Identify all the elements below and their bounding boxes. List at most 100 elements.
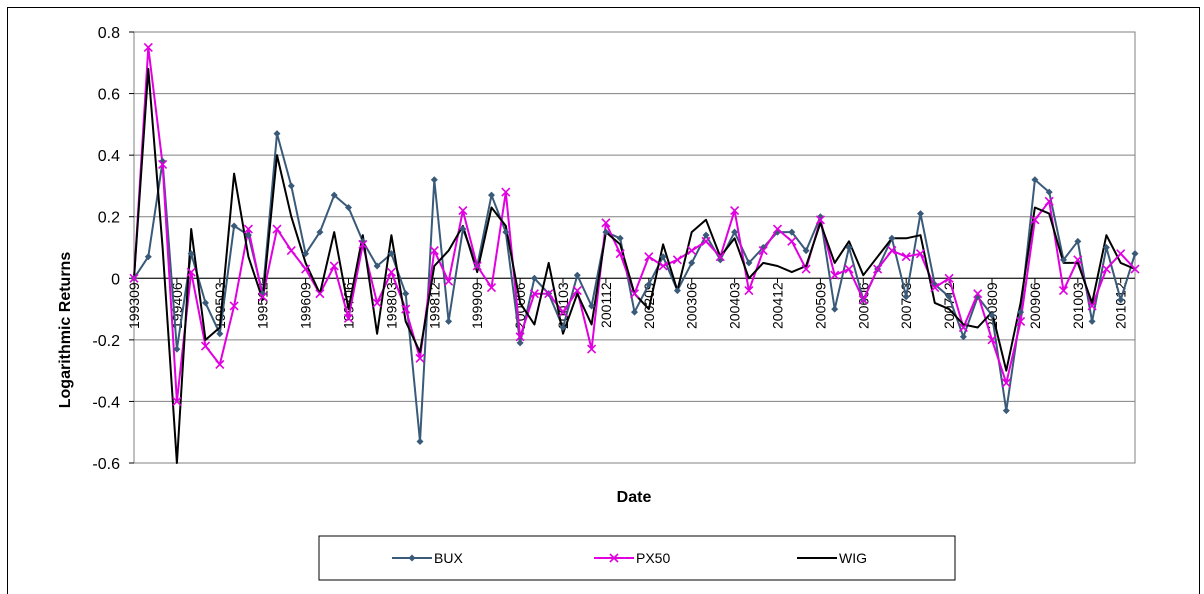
data-point-px50 xyxy=(973,289,983,299)
data-point-px50 xyxy=(615,249,625,259)
data-point-bux xyxy=(659,253,667,261)
data-point-px50 xyxy=(787,236,797,246)
data-point-bux xyxy=(802,247,810,255)
data-point-px50 xyxy=(386,267,396,277)
chart-area-border xyxy=(7,7,1200,594)
data-point-bux xyxy=(488,191,495,199)
legend-label-wig: WIG xyxy=(839,550,867,566)
data-point-bux xyxy=(459,225,467,233)
data-point-bux xyxy=(445,317,453,325)
data-point-px50 xyxy=(558,307,568,317)
data-point-px50 xyxy=(744,286,754,296)
data-point-px50 xyxy=(758,246,768,256)
data-point-px50 xyxy=(286,246,296,256)
data-point-px50 xyxy=(415,353,425,363)
gridlines xyxy=(134,31,1135,464)
data-point-bux xyxy=(273,130,281,138)
legend-label-px50: PX50 xyxy=(636,550,670,566)
y-axis-title: Logarithmic Returns xyxy=(57,252,74,409)
data-point-bux xyxy=(1017,308,1025,316)
data-point-bux xyxy=(187,250,195,258)
x-tick-label: 200509 xyxy=(812,282,828,329)
legend-marker-px50 xyxy=(609,553,619,563)
data-point-px50 xyxy=(472,261,482,271)
data-point-bux xyxy=(731,228,739,236)
data-point-px50 xyxy=(1116,249,1126,259)
data-point-bux xyxy=(688,259,696,267)
data-point-bux xyxy=(631,308,638,316)
x-tick-label: 199803 xyxy=(383,282,399,329)
data-point-px50 xyxy=(401,304,411,314)
data-point-px50 xyxy=(158,159,168,169)
data-point-bux xyxy=(302,250,310,258)
data-point-bux xyxy=(530,274,538,282)
series-line-wig xyxy=(133,67,1136,464)
x-tick-label: 201003 xyxy=(1070,282,1086,329)
data-point-bux xyxy=(1060,256,1067,264)
data-point-bux xyxy=(573,271,581,279)
data-point-bux xyxy=(287,182,295,190)
x-tick-label: 200306 xyxy=(684,282,700,329)
data-point-bux xyxy=(588,302,596,310)
data-point-px50 xyxy=(772,224,783,234)
data-point-bux xyxy=(430,176,438,184)
data-point-bux xyxy=(673,287,681,295)
data-point-px50 xyxy=(272,224,282,234)
legend-label-bux: BUX xyxy=(434,550,463,566)
data-point-px50 xyxy=(172,396,182,406)
data-point-px50 xyxy=(501,187,511,197)
data-point-px50 xyxy=(730,205,740,216)
data-point-px50 xyxy=(229,301,239,311)
data-point-px50 xyxy=(701,236,711,246)
data-point-px50 xyxy=(901,252,911,262)
data-point-px50 xyxy=(844,264,854,274)
data-point-px50 xyxy=(1073,255,1083,265)
x-axis-title: Date xyxy=(617,489,652,506)
data-point-bux xyxy=(330,191,338,199)
data-point-bux xyxy=(144,253,152,261)
data-point-px50 xyxy=(243,224,253,234)
data-point-px50 xyxy=(1058,286,1069,296)
data-point-bux xyxy=(845,244,853,251)
data-point-px50 xyxy=(572,286,582,296)
data-point-px50 xyxy=(1130,264,1140,274)
y-tick-label: -0.4 xyxy=(92,394,120,411)
data-point-px50 xyxy=(143,42,153,52)
data-point-px50 xyxy=(1101,264,1111,274)
data-point-px50 xyxy=(987,335,997,345)
data-point-bux xyxy=(959,333,967,341)
data-point-bux xyxy=(831,305,839,313)
data-point-px50 xyxy=(1087,301,1097,311)
x-tick-label: 200403 xyxy=(727,282,743,329)
data-point-px50 xyxy=(587,344,597,354)
data-point-px50 xyxy=(629,289,640,299)
data-point-px50 xyxy=(444,276,454,286)
data-point-bux xyxy=(945,293,953,301)
data-point-px50 xyxy=(958,322,968,333)
x-tick-label: 200906 xyxy=(1027,282,1043,329)
data-point-px50 xyxy=(429,246,439,256)
y-tick-label: 0.4 xyxy=(98,148,120,165)
x-tick-label: 200703 xyxy=(898,282,914,329)
data-point-px50 xyxy=(486,282,497,293)
data-point-bux xyxy=(516,339,524,347)
series-line-px50 xyxy=(133,46,1136,403)
data-point-px50 xyxy=(944,273,954,283)
data-point-px50 xyxy=(129,273,139,283)
x-tick-label: 199909 xyxy=(469,282,485,329)
data-point-px50 xyxy=(1001,378,1011,388)
data-point-px50 xyxy=(815,215,825,225)
data-point-bux xyxy=(1002,407,1010,415)
data-point-px50 xyxy=(358,239,368,249)
data-point-px50 xyxy=(873,264,883,274)
data-point-px50 xyxy=(343,313,354,323)
x-tick-label: 200112 xyxy=(598,282,614,328)
data-point-bux xyxy=(1074,237,1082,245)
x-tick-label: 201012 xyxy=(1113,282,1129,329)
data-point-bux xyxy=(1045,188,1053,196)
data-point-px50 xyxy=(601,218,611,228)
data-point-px50 xyxy=(858,295,868,305)
data-point-px50 xyxy=(644,252,654,262)
data-point-bux xyxy=(1117,296,1125,304)
